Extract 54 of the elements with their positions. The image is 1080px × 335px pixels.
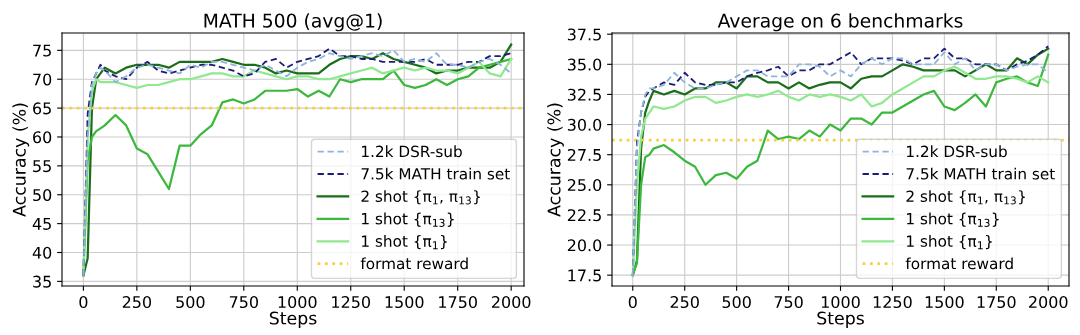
- legend-label: 2 shot {π$_{1}$, π$_{13}$}: [906, 190, 1025, 205]
- x-tick-label: 2000: [1029, 296, 1068, 309]
- x-tick-label: 1750: [977, 296, 1016, 309]
- x-tick-label: 750: [229, 296, 258, 309]
- y-tick-label: 75: [33, 44, 51, 57]
- x-tick-label: 0: [79, 296, 88, 309]
- x-tick-label: 1000: [278, 296, 317, 309]
- legend-label: 1.2k DSR-sub: [362, 145, 462, 158]
- y-tick-label: 60: [33, 131, 52, 144]
- x-tick-label: 1000: [821, 296, 860, 309]
- legend-label: 1 shot {π$_{1}$}: [907, 235, 992, 250]
- y-tick-label: 35.0: [567, 58, 602, 71]
- legend-label: 1 shot {π$_{13}$}: [362, 212, 454, 227]
- chart-title: MATH 500 (avg@1): [204, 13, 382, 32]
- x-tick-label: 500: [722, 296, 751, 309]
- y-tick-label: 37.5: [567, 28, 601, 41]
- legend-label: format reward: [905, 257, 1013, 270]
- x-tick-label: 250: [122, 296, 152, 309]
- y-tick-label: 55: [33, 160, 51, 173]
- y-tick-label: 50: [33, 188, 52, 202]
- y-tick-label: 40: [32, 246, 52, 259]
- legend-label: 1.2k DSR-sub: [907, 145, 1007, 158]
- x-axis-title: Steps: [817, 311, 864, 328]
- y-axis-title: Accuracy (%): [12, 103, 30, 217]
- y-tick-label: 32.5: [567, 88, 601, 101]
- y-tick-label: 35: [33, 275, 51, 288]
- x-axis-title: Steps: [269, 311, 317, 328]
- x-tick-label: 0: [628, 296, 637, 309]
- y-tick-label: 22.5: [567, 209, 601, 222]
- x-tick-label: 250: [670, 296, 699, 309]
- y-tick-label: 65: [33, 102, 51, 115]
- x-tick-label: 1750: [439, 296, 477, 309]
- legend-label: 7.5k MATH train set: [361, 167, 510, 180]
- legend-label: 2 shot {π$_{1}$, π$_{13}$}: [361, 190, 480, 205]
- x-tick-label: 1500: [925, 296, 964, 309]
- x-tick-label: 1250: [873, 296, 912, 309]
- legend-label: 1 shot {π$_{1}$}: [362, 235, 447, 250]
- chart-title: Average on 6 benchmarks: [717, 13, 963, 32]
- y-tick-label: 25.0: [567, 179, 602, 192]
- x-tick-label: 500: [176, 296, 205, 309]
- x-tick-label: 1250: [332, 296, 371, 309]
- legend-label: 7.5k MATH train set: [906, 167, 1055, 180]
- y-axis-title: Accuracy (%): [547, 103, 564, 217]
- y-tick-label: 45: [32, 218, 51, 230]
- legend-label: 1 shot {π$_{13}$}: [907, 212, 999, 227]
- x-tick-label: 2000: [492, 296, 531, 309]
- legend-label: format reward: [360, 257, 468, 270]
- y-tick-label: 20.0: [567, 239, 602, 252]
- y-tick-label: 27.5: [567, 148, 601, 161]
- x-tick-label: 1500: [385, 296, 424, 309]
- y-tick-label: 30.0: [567, 118, 602, 131]
- y-tick-label: 70: [33, 73, 52, 86]
- x-tick-label: 750: [774, 296, 803, 309]
- y-tick-label: 17.5: [568, 269, 601, 282]
